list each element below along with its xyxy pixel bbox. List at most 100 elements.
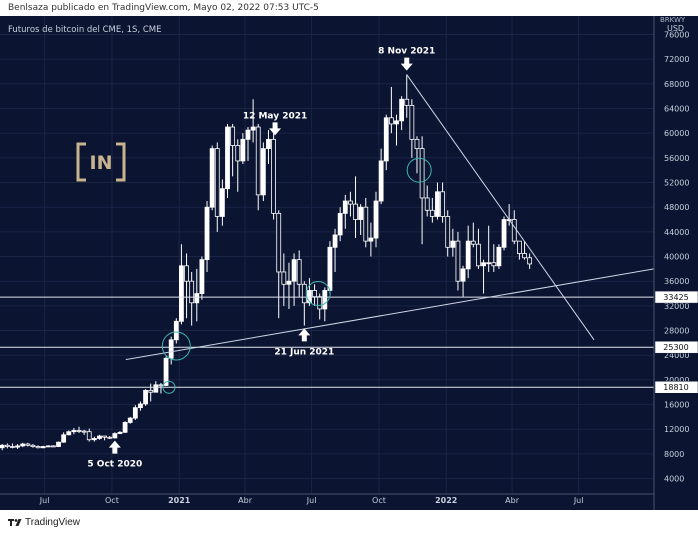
- candle: [66, 430, 72, 436]
- publish-header: Benlsaza publicado en TradingView.com, M…: [0, 0, 698, 16]
- candle-body: [184, 265, 189, 282]
- candle: [56, 441, 61, 448]
- candle: [199, 256, 205, 300]
- x-tick-label: 2022: [435, 496, 457, 505]
- time-axis[interactable]: Jul Oct 2021 Abr Jul Oct 2022 Abr Jul: [0, 493, 654, 505]
- y-tick-label: 56000: [664, 154, 689, 163]
- candle-body: [296, 259, 302, 285]
- candle: [189, 271, 195, 326]
- candle-body: [286, 280, 292, 285]
- candle: [296, 250, 302, 297]
- candle: [368, 222, 374, 257]
- candle: [435, 182, 440, 220]
- candle: [363, 197, 369, 248]
- annotation-label: 5 Oct 2020: [87, 460, 142, 470]
- highlight-circle: [406, 157, 432, 183]
- candle-body: [51, 445, 56, 448]
- y-tick-label: 64000: [664, 105, 689, 114]
- annotations: 5 Oct 2020 12 May 2021 21 Jun 2021 8 Nov 20…: [87, 47, 435, 470]
- candle-body: [86, 431, 92, 441]
- candle-body: [132, 407, 138, 419]
- candle: [230, 123, 236, 177]
- candle: [158, 382, 164, 394]
- candle: [424, 185, 430, 217]
- candle-body: [97, 435, 102, 439]
- candle-body: [281, 271, 287, 285]
- candle: [209, 145, 215, 211]
- annotation: 12 May 2021: [243, 111, 307, 136]
- tradingview-brand[interactable]: TradingView: [8, 517, 80, 528]
- candle-body: [353, 203, 358, 220]
- candle: [91, 436, 97, 442]
- level-label: 33425: [663, 293, 688, 302]
- candle: [240, 133, 246, 165]
- footer: TradingView: [0, 510, 698, 535]
- candle: [0, 444, 5, 451]
- candlestick-chart[interactable]: IN 5 Oct 2020 12 May 2021 21 Jun 2021 8 Nov…: [0, 16, 698, 510]
- candle-body: [15, 445, 20, 448]
- candle: [419, 136, 425, 245]
- candle-body: [470, 240, 476, 245]
- y-tick-label: 28000: [664, 327, 689, 336]
- candle: [348, 191, 353, 217]
- candle-body: [199, 259, 205, 294]
- candle-body: [153, 384, 159, 393]
- candle-body: [435, 191, 440, 217]
- candle-body: [516, 240, 522, 254]
- annotation-label: 8 Nov 2021: [378, 47, 435, 57]
- candle: [337, 207, 343, 242]
- candle: [342, 194, 348, 229]
- candle-body: [394, 120, 399, 125]
- level-label: 25300: [663, 343, 688, 352]
- y-tick-label: 76000: [664, 31, 689, 40]
- y-tick-label: 4000: [664, 475, 684, 484]
- candle: [30, 444, 36, 448]
- candle: [235, 139, 241, 192]
- candle-body: [245, 129, 251, 140]
- candle-body: [383, 117, 389, 162]
- highlight-circle: [305, 281, 331, 307]
- candle-body: [66, 431, 72, 436]
- candle-body: [399, 98, 405, 122]
- candle: [204, 201, 210, 272]
- currency-label: USD: [667, 24, 684, 33]
- drawn-lines: [0, 74, 655, 394]
- level-badge: [654, 380, 698, 394]
- candle-body: [204, 206, 210, 261]
- candle: [194, 268, 200, 322]
- logo-bracket-left: [76, 142, 86, 182]
- candle: [455, 231, 461, 291]
- candle-body: [522, 253, 527, 259]
- trendline: [125, 268, 655, 361]
- candle: [491, 244, 497, 272]
- candle-body: [214, 148, 220, 217]
- candle-body: [45, 445, 51, 448]
- candle: [107, 436, 113, 440]
- candle-body: [173, 320, 179, 341]
- level-badge: [654, 290, 698, 304]
- candle: [76, 426, 82, 433]
- x-tick-label: Abr: [505, 496, 520, 505]
- candle: [117, 431, 123, 435]
- candle-body: [388, 117, 394, 125]
- candle: [383, 114, 389, 171]
- candle: [266, 130, 271, 165]
- candle-body: [460, 268, 466, 282]
- candle: [291, 253, 297, 306]
- candle-body: [266, 138, 271, 150]
- candle-body: [476, 243, 481, 267]
- candle-body: [10, 446, 15, 448]
- chart-area[interactable]: IN 5 Oct 2020 12 May 2021 21 Jun 2021 8 Nov…: [0, 16, 698, 510]
- candle: [61, 432, 67, 443]
- candle: [486, 225, 492, 272]
- candle-body: [429, 209, 435, 217]
- candle: [522, 241, 527, 260]
- candle: [25, 442, 31, 447]
- candle: [378, 148, 384, 205]
- x-tick-label: Jul: [306, 496, 317, 505]
- tradingview-logo-icon: [8, 519, 22, 526]
- x-tick-label: Oct: [372, 496, 386, 505]
- candle-body: [342, 200, 348, 214]
- candle: [245, 127, 251, 161]
